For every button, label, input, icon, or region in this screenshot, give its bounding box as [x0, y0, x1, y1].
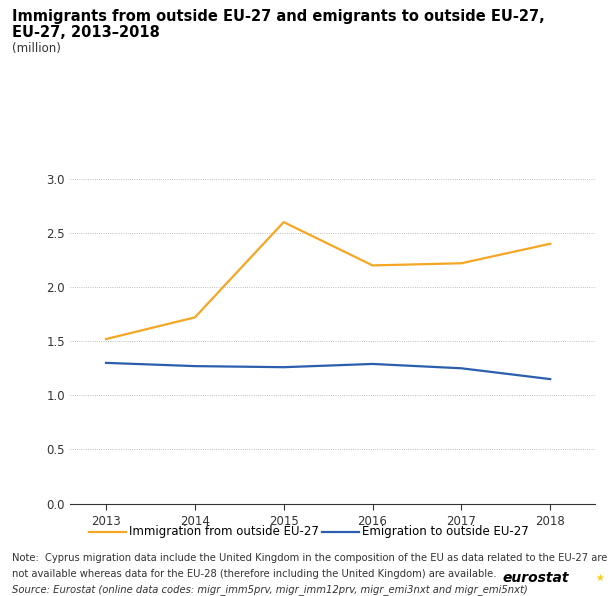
Text: Source: Eurostat (online data codes: migr_imm5prv, migr_imm12prv, migr_emi3nxt a: Source: Eurostat (online data codes: mig… — [12, 584, 528, 595]
Text: ★: ★ — [595, 573, 604, 582]
Text: Emigration to outside EU-27: Emigration to outside EU-27 — [362, 525, 528, 538]
Text: not available whereas data for the EU-28 (therefore including the United Kingdom: not available whereas data for the EU-28… — [12, 569, 497, 579]
Text: Note:  Cyprus migration data include the United Kingdom in the composition of th: Note: Cyprus migration data include the … — [12, 553, 607, 563]
Text: EU-27, 2013–2018: EU-27, 2013–2018 — [12, 25, 160, 40]
Text: (million): (million) — [12, 42, 61, 55]
Text: eurostat: eurostat — [503, 572, 569, 585]
Text: Immigrants from outside EU-27 and emigrants to outside EU-27,: Immigrants from outside EU-27 and emigra… — [12, 9, 545, 24]
Text: Immigration from outside EU-27: Immigration from outside EU-27 — [129, 525, 319, 538]
